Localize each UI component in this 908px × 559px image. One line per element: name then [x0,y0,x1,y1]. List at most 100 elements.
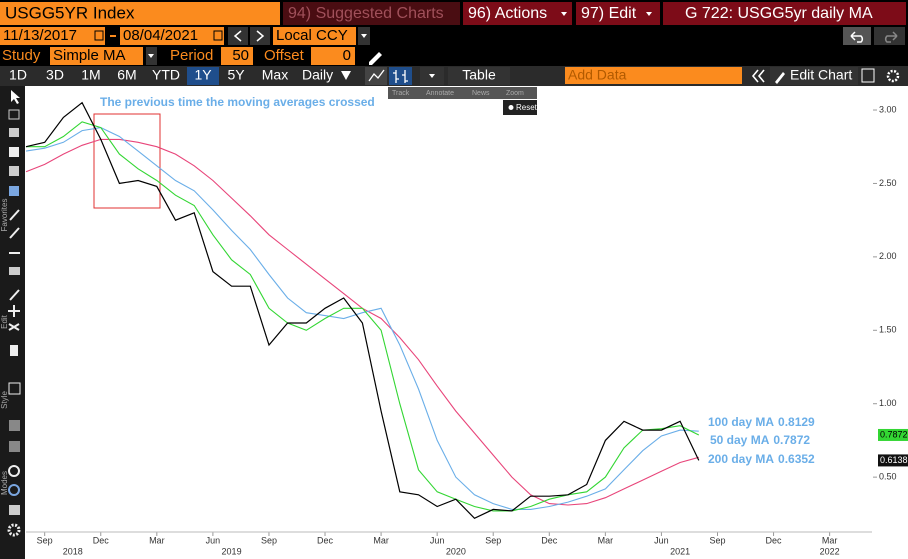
range-button-text: YTD [152,67,180,83]
tool-icon[interactable] [9,186,19,196]
last-value-text: 0.6138 [880,455,908,465]
edit-button[interactable] [576,2,660,25]
x-tick-label: Sep [485,535,501,545]
chart-area [25,86,908,559]
x-year-label: 2021 [670,546,690,556]
start-date-field[interactable] [0,27,105,45]
legend-name: 200 day MA [708,452,774,466]
x-year-label: 2019 [222,546,242,556]
dropdown-arrow [561,12,567,16]
legend-entry: 100 day MA 0.8129 [708,415,815,429]
x-tick-label: Mar [822,535,838,545]
chart-tool[interactable]: Track [392,90,410,97]
range-button[interactable] [6,67,30,85]
currency-field[interactable] [273,27,356,45]
tool-icon[interactable] [7,523,21,537]
dropdown-arrow [646,12,652,16]
calendar-icon[interactable] [213,30,223,41]
x-tick-label: Sep [37,535,53,545]
ohlc-icon [393,70,408,83]
next-button[interactable] [250,27,270,45]
x-tick-label: Sep [261,535,277,545]
x-tick-label: Jun [206,535,221,545]
x-tick-label: Sep [709,535,725,545]
range-button[interactable] [187,67,219,85]
dropdown-arrow [361,34,367,38]
tool-icon[interactable] [9,128,19,137]
range-button-text: 1M [81,67,100,83]
x-tick-label: Dec [766,535,783,545]
range-button[interactable] [78,67,104,85]
x-tick-label: Dec [541,535,558,545]
sidebar-label: Style [0,391,9,409]
tool-icon[interactable] [8,109,20,120]
tool-icon[interactable] [8,484,20,496]
start-date-text: 11/13/2017 [3,27,77,44]
tool-icon[interactable] [9,267,20,275]
date-separator [110,35,116,37]
study-text: Simple MA [53,47,126,64]
suggested-text: 94) Suggested Charts [288,5,444,22]
highlight-box [93,113,161,209]
y-tick-label: 2.50 [879,178,897,188]
range-button[interactable] [113,67,141,85]
tool-icon[interactable] [9,505,20,515]
period-field[interactable] [221,47,253,65]
sidebar-label: Favorites [0,199,9,232]
pointer-icon[interactable] [11,90,20,104]
dropdown-arrow [429,74,435,78]
x-year-label: 2022 [820,546,840,556]
chart-tool[interactable]: Annotate [426,90,454,97]
tool-icon[interactable] [8,382,21,395]
tool-icon[interactable] [8,465,20,477]
sidebar-label: Edit [0,314,9,329]
pencil-icon[interactable] [369,52,382,65]
offset-field[interactable] [311,47,355,65]
calendar-icon[interactable] [94,30,104,41]
security-text: USGG5YR Index [5,3,135,22]
security-field[interactable] [0,2,280,25]
range-button[interactable] [222,67,250,85]
edit-chart-button[interactable] [770,67,858,85]
collapse-icon[interactable] [751,69,765,83]
tool-icon[interactable] [9,209,20,221]
legend-entry: 50 day MA 0.7872 [710,433,810,447]
tool-icon[interactable] [9,227,20,239]
annotate-icon[interactable] [861,68,875,83]
tool-icon[interactable] [9,420,20,431]
range-button[interactable] [42,67,68,85]
tool-icon[interactable] [9,166,19,176]
tool-icon[interactable] [9,441,20,452]
chart-tool[interactable]: News [472,90,490,97]
tool-icon[interactable] [10,345,18,356]
legend-entry: 200 day MA 0.6352 [708,452,815,466]
y-tick-label: 2.00 [879,251,897,261]
ma-line [26,121,700,512]
study-field[interactable] [50,47,143,65]
reset-button[interactable] [503,100,537,115]
table-button[interactable] [448,67,510,85]
chart-tool[interactable]: Zoom [506,90,524,97]
dropdown-arrow [341,71,351,80]
range-button-text: 1D [9,67,27,83]
add-data-field[interactable] [565,67,742,84]
line-icon [368,69,385,82]
tool-icon[interactable] [8,323,20,331]
period-text: 50 [232,47,249,64]
tool-icon[interactable] [9,147,19,157]
tool-icon[interactable] [8,305,20,317]
suggested-button[interactable] [283,2,460,25]
bar-chart-button[interactable] [389,67,412,85]
period-label: Period [170,47,213,64]
actions-button[interactable] [463,2,572,25]
range-button[interactable] [258,67,292,85]
range-button[interactable] [150,67,182,85]
tool-icon[interactable] [9,289,20,301]
end-date-field[interactable] [120,27,224,45]
currency-text: Local CCY [276,27,348,44]
settings-icon[interactable] [886,69,900,83]
prev-button[interactable] [228,27,248,45]
x-tick-label: Dec [93,535,110,545]
